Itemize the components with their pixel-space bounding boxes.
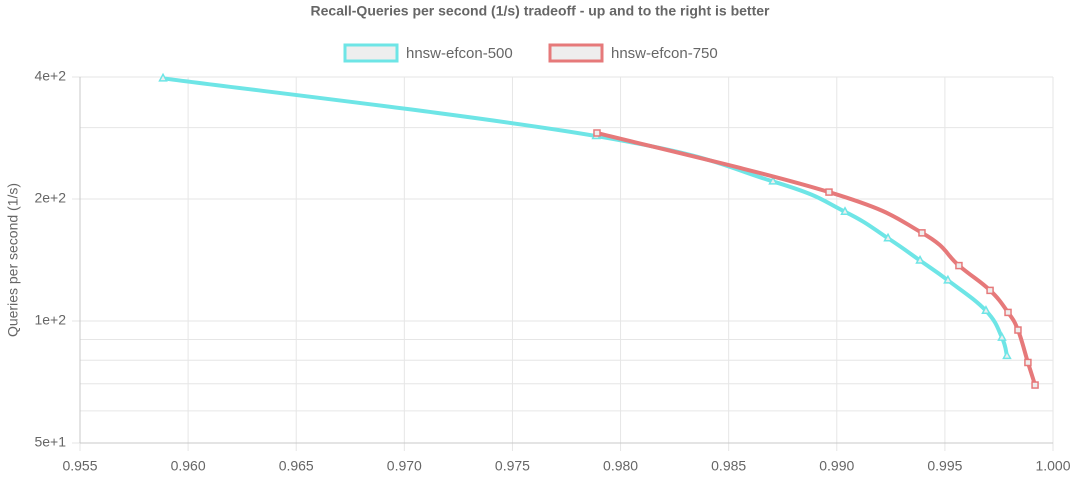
y-tick-label: 2e+2 — [34, 190, 66, 206]
point-marker — [158, 72, 168, 82]
legend-text: hnsw-efcon-750 — [611, 45, 718, 62]
point-marker — [997, 332, 1007, 341]
y-tick-label: 4e+2 — [34, 68, 66, 84]
point-marker — [1004, 308, 1012, 317]
x-tick-label: 0.975 — [495, 458, 530, 474]
x-tick-label: 0.970 — [387, 458, 422, 474]
point-marker — [986, 286, 994, 295]
x-tick-label: 0.960 — [171, 458, 206, 474]
x-tick-label: 1.000 — [1035, 458, 1070, 474]
point-marker — [883, 232, 893, 242]
point-marker — [825, 188, 833, 196]
x-tick-label: 0.990 — [819, 458, 854, 474]
point-marker — [1024, 358, 1032, 367]
point-marker — [955, 261, 963, 270]
y-axis-label: Queries per second (1/s) — [5, 183, 21, 337]
x-tick-label: 0.980 — [603, 458, 638, 474]
point-marker — [1014, 326, 1022, 334]
point-marker — [593, 129, 601, 137]
x-tick-label: 0.985 — [711, 458, 746, 474]
legend-swatch — [548, 43, 604, 63]
legend-swatch — [343, 43, 399, 63]
point-marker — [1002, 350, 1012, 360]
y-tick-label: 5e+1 — [34, 434, 66, 450]
x-tick-label: 0.995 — [927, 458, 962, 474]
series-line — [596, 131, 1037, 386]
series-line — [162, 76, 1009, 357]
x-tick-label: 0.965 — [279, 458, 314, 474]
y-tick-label: 1e+2 — [34, 312, 66, 328]
chart-title: Recall-Queries per second (1/s) tradeoff… — [311, 3, 771, 19]
point-marker — [1031, 381, 1039, 389]
x-tick-label: 0.955 — [62, 458, 97, 474]
point-marker — [915, 254, 925, 264]
point-marker — [943, 274, 953, 284]
point-marker — [768, 175, 778, 185]
point-marker — [918, 229, 926, 237]
point-marker — [981, 305, 991, 314]
point-marker — [840, 206, 850, 216]
legend-text: hnsw-efcon-500 — [406, 45, 513, 62]
